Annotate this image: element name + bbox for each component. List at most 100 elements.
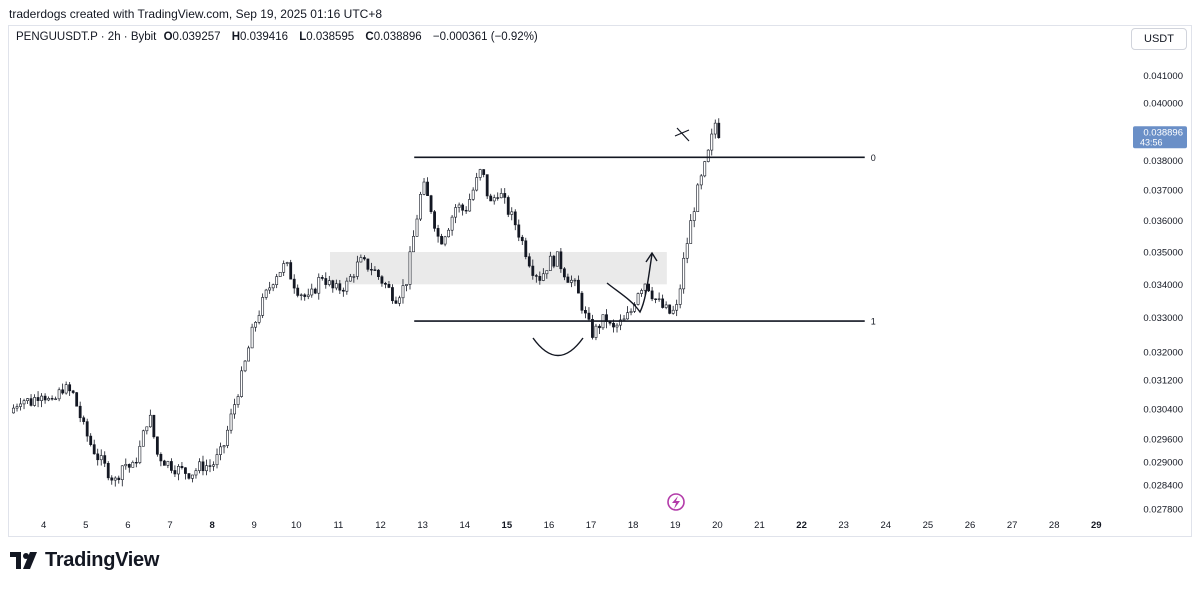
arrow-head bbox=[645, 251, 658, 263]
candle bbox=[296, 284, 300, 298]
candle bbox=[275, 273, 279, 289]
candle-body bbox=[54, 398, 58, 400]
candle-body bbox=[331, 280, 335, 289]
candle-body bbox=[678, 288, 682, 305]
candle bbox=[373, 266, 377, 271]
candle-body bbox=[619, 319, 622, 326]
candle-body bbox=[317, 277, 321, 294]
candle-body bbox=[443, 236, 447, 245]
price-tick-label: 0.028400 bbox=[1143, 481, 1183, 492]
candle-body bbox=[426, 181, 429, 196]
candle bbox=[412, 230, 415, 253]
tradingview-logo[interactable]: TradingView bbox=[10, 549, 159, 572]
candle bbox=[510, 207, 514, 221]
candle-body bbox=[713, 122, 717, 135]
candle bbox=[162, 459, 166, 466]
candle-body bbox=[626, 312, 629, 320]
fib-levels[interactable]: 01 bbox=[414, 153, 876, 327]
symbol-label[interactable]: PENGUUSDT.P · 2h · Bybit bbox=[16, 31, 157, 43]
time-tick-label: 4 bbox=[41, 520, 46, 531]
lightning-icon[interactable] bbox=[667, 493, 685, 511]
candle bbox=[380, 275, 384, 287]
candle bbox=[50, 395, 54, 401]
candle-body bbox=[478, 169, 482, 178]
candle-body bbox=[387, 284, 391, 288]
candle bbox=[268, 281, 272, 294]
candle bbox=[440, 233, 443, 245]
price-axis[interactable]: 0.041000 0.040000 0.038000 0.037000 0.036000… bbox=[1143, 71, 1183, 515]
candle-body bbox=[92, 444, 96, 455]
time-axis[interactable]: 4 5 6 7 8 9 10 11 12 13 14 15 16 17 18 19 20 21 22 23 24 25 26… bbox=[41, 520, 1102, 531]
candle-body bbox=[96, 453, 100, 461]
candle bbox=[254, 321, 258, 332]
candle bbox=[96, 448, 100, 466]
candle-body bbox=[527, 256, 531, 267]
price-tick-label: 0.035000 bbox=[1143, 248, 1183, 259]
candle bbox=[538, 271, 542, 285]
open-value: O0.039257 bbox=[163, 31, 221, 43]
candle bbox=[219, 442, 222, 461]
candle-body bbox=[124, 464, 128, 467]
candle bbox=[664, 301, 668, 310]
candle-body bbox=[636, 293, 640, 305]
candle bbox=[629, 308, 633, 316]
candle-body bbox=[240, 370, 243, 397]
candle bbox=[468, 193, 472, 212]
candle bbox=[113, 476, 117, 487]
candle-body bbox=[68, 384, 72, 392]
candle-body bbox=[324, 278, 328, 285]
candle bbox=[348, 273, 352, 282]
candle-body bbox=[380, 276, 384, 284]
candle bbox=[622, 314, 626, 321]
candle-body bbox=[373, 269, 377, 271]
candle bbox=[706, 149, 710, 163]
candle-body bbox=[503, 193, 507, 198]
candle bbox=[661, 294, 665, 309]
time-tick-label: 21 bbox=[754, 520, 765, 531]
time-tick-label: 25 bbox=[923, 520, 934, 531]
candle bbox=[240, 366, 243, 398]
candle-body bbox=[577, 279, 580, 294]
candle bbox=[499, 188, 503, 199]
candle-body bbox=[33, 397, 36, 406]
candle-body bbox=[110, 477, 114, 481]
candle-body bbox=[198, 461, 201, 471]
candle bbox=[99, 449, 103, 466]
candle-body bbox=[134, 461, 138, 464]
time-tick-label: 23 bbox=[838, 520, 849, 531]
candle-body bbox=[71, 390, 75, 393]
candle bbox=[78, 401, 82, 423]
currency-button[interactable]: USDT bbox=[1131, 28, 1187, 50]
candle bbox=[250, 323, 254, 349]
candle-body bbox=[650, 290, 654, 300]
price-tick-label: 0.036000 bbox=[1143, 216, 1183, 227]
candle bbox=[282, 260, 286, 276]
candle-body bbox=[159, 453, 163, 462]
candle-body bbox=[682, 257, 686, 290]
candle bbox=[54, 396, 58, 401]
candle-body bbox=[615, 324, 619, 328]
candle-body bbox=[689, 220, 693, 244]
candle-body bbox=[320, 277, 324, 279]
candle-body bbox=[685, 243, 689, 259]
chart-frame[interactable] bbox=[8, 25, 1192, 537]
candle bbox=[657, 292, 661, 302]
candle bbox=[443, 235, 447, 247]
candle-body bbox=[236, 396, 240, 405]
time-tick-label: 16 bbox=[544, 520, 555, 531]
candle-body bbox=[520, 236, 524, 242]
candle bbox=[57, 387, 61, 402]
candle bbox=[177, 464, 180, 481]
candle-body bbox=[47, 398, 50, 401]
candle bbox=[141, 429, 145, 447]
time-tick-label: 13 bbox=[417, 520, 428, 531]
candle bbox=[517, 219, 521, 242]
candle-body bbox=[517, 224, 521, 238]
candle bbox=[636, 292, 640, 306]
candle-body bbox=[194, 470, 198, 476]
close-value: C0.038896 bbox=[365, 31, 422, 43]
candle bbox=[503, 188, 507, 204]
candle-body bbox=[334, 283, 338, 289]
candle bbox=[159, 452, 163, 467]
